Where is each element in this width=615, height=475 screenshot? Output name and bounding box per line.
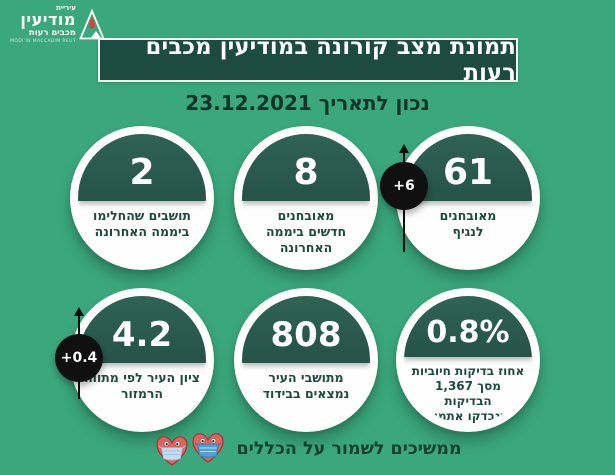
- delta-value-badge: +6: [380, 162, 428, 210]
- stat-circle: 0.8% אחוז בדיקות חיוביות מסך 1,367 הבדיק…: [396, 288, 540, 432]
- stat-circle: 2 תושבים שהחלימו ביממה האחרונה: [70, 126, 214, 270]
- delta-value-badge: +0.4: [55, 334, 103, 382]
- stat-value-area: 2: [78, 134, 206, 201]
- stat-isolation: 808 מתושבי העיר נמצאים בבידוד: [234, 288, 378, 432]
- logo-prefix: עיריית: [56, 4, 76, 12]
- stat-value-area: 808: [242, 296, 370, 363]
- municipality-logo: עיריית מודיעין מכבים רעות MODI'IN MACCAB…: [10, 5, 105, 44]
- date-line: נכון לתאריך 23.12.2021: [185, 91, 430, 115]
- municipality-logo-text: עיריית מודיעין מכבים רעות MODI'IN MACCAB…: [10, 5, 76, 44]
- stat-label: תושבים שהחלימו ביממה האחרונה: [93, 207, 191, 239]
- stat-value: 808: [270, 315, 342, 356]
- stat-circle: 4.2 ציון העיר לפי מתווה הרמזור: [70, 288, 214, 432]
- stat-value-area: 8: [242, 134, 370, 201]
- stat-value-area: 0.8%: [404, 296, 532, 357]
- stat-new-cases: 8 מאובחנים חדשים ביממה האחרונה: [234, 126, 378, 270]
- stat-recovered: 2 תושבים שהחלימו ביממה האחרונה: [70, 126, 214, 270]
- footer: ממשיכים לשמור על הכללים: [0, 429, 615, 469]
- municipality-emblem-icon: [79, 8, 105, 39]
- stat-city-score: 4.2 ציון העיר לפי מתווה הרמזור +0.4: [55, 288, 214, 432]
- up-arrow-icon: [74, 307, 84, 316]
- stat-diagnosed-total: 61 מאובחנים לנגיף +6: [380, 126, 540, 270]
- page-title: תמונת מצב קורונה במודיעין מכבים רעות: [98, 34, 518, 86]
- stat-label: מאובחנים לנגיף: [439, 207, 497, 239]
- stat-positive-rate: 0.8% אחוז בדיקות חיוביות מסך 1,367 הבדיק…: [396, 288, 540, 432]
- delta-value: +0.4: [60, 350, 98, 366]
- logo-city: מודיעין: [20, 10, 76, 29]
- stat-circle: 808 מתושבי העיר נמצאים בבידוד: [234, 288, 378, 432]
- delta-value: +6: [393, 178, 415, 194]
- masked-hearts-icon: [156, 433, 225, 466]
- stat-value: 8: [293, 152, 319, 194]
- up-arrow-icon: [399, 144, 409, 153]
- stat-label: מתושבי העיר נמצאים בבידוד: [262, 369, 350, 401]
- logo-english: MODI'IN MACCABIM REUT: [10, 38, 76, 44]
- footer-message: ממשיכים לשמור על הכללים: [236, 439, 462, 459]
- stat-value: 2: [129, 152, 155, 194]
- page-title-text: תמונת מצב קורונה במודיעין מכבים רעות: [145, 34, 516, 86]
- stat-label: אחוז בדיקות חיוביות מסך 1,367 הבדיקות שנ…: [411, 364, 525, 423]
- stat-label: ציון העיר לפי מתווה הרמזור: [84, 369, 200, 401]
- stat-value: 61: [442, 152, 494, 194]
- logo-suffix: מכבים רעות: [28, 28, 76, 38]
- stat-label: מאובחנים חדשים ביממה האחרונה: [265, 207, 347, 255]
- stat-value: 4.2: [111, 315, 173, 356]
- stat-value: 0.8%: [426, 314, 510, 350]
- stat-circle: 8 מאובחנים חדשים ביממה האחרונה: [234, 126, 378, 270]
- stat-value-area: 61: [404, 134, 532, 201]
